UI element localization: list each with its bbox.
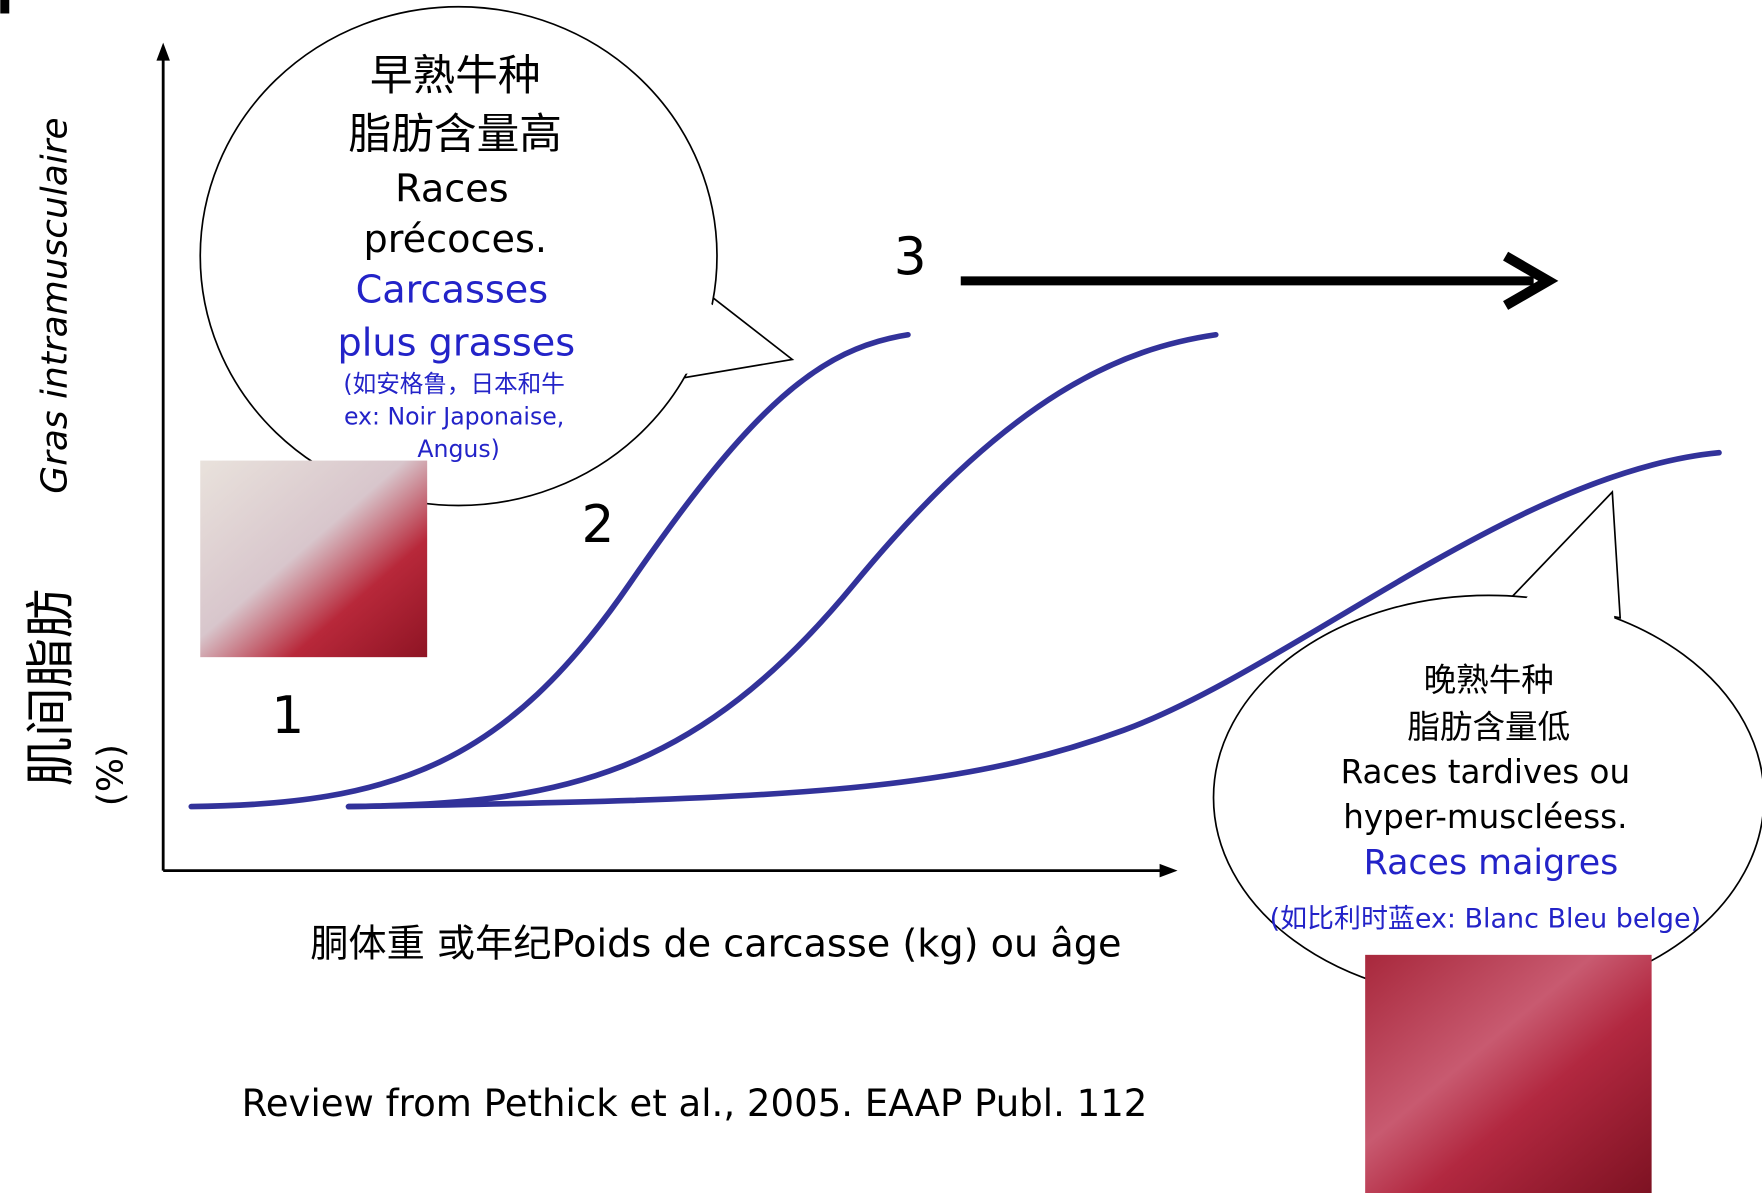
y-axis-label: 肌间脂肪 — [22, 589, 80, 787]
callout-text: 脂肪含量低 — [1407, 708, 1570, 746]
callout-example: (如比利时蓝ex: Blanc Bleu belge) — [1270, 904, 1702, 935]
callout-highlight: plus grasses — [338, 321, 576, 365]
callout-text: Races tardives ou — [1341, 753, 1631, 791]
callout-example: Angus) — [417, 435, 499, 463]
callout-text: 晚熟牛种 — [1424, 661, 1554, 699]
photo-lean-meat — [1365, 954, 1652, 1193]
curve-late — [345, 449, 1722, 810]
callout-text: hyper-muscléess. — [1343, 798, 1627, 836]
callout-example: ex: Noir Japonaise, — [344, 402, 564, 430]
callout-text: précoces. — [364, 218, 547, 262]
curve-label: 3 — [894, 228, 927, 288]
progress-arrowhead — [1503, 251, 1559, 310]
curve-early — [188, 331, 911, 810]
curve-label: 2 — [581, 495, 614, 555]
callout-bubble — [199, 5, 718, 507]
bubble-tail-fill — [1519, 503, 1615, 625]
photo-marbled-meat — [200, 460, 428, 658]
axes — [161, 56, 1163, 873]
callout-highlight: Races maigres — [1364, 843, 1619, 883]
y-arrowhead — [156, 42, 170, 61]
x-axis-label: 胴体重 或年纪Poids de carcasse (kg) ou âge — [310, 922, 1121, 966]
callout-text: 脂肪含量高 — [349, 110, 562, 160]
y-axis-unit: (%) — [91, 744, 132, 806]
x-arrowhead — [1159, 863, 1178, 878]
callout-text: Races — [395, 167, 508, 211]
curve-label: 1 — [271, 686, 304, 746]
callout-example: (如安格鲁，日本和牛 — [343, 370, 564, 398]
y-axis-label: Gras intramusculaire — [34, 117, 75, 493]
curve-mid — [345, 331, 1219, 810]
callout-highlight: Carcasses — [356, 269, 549, 313]
corner-mark — [0, 0, 10, 14]
citation: Review from Pethick et al., 2005. EAAP P… — [242, 1082, 1148, 1125]
callout-text: 早熟牛种 — [370, 51, 541, 101]
bubble-tail-fill — [676, 287, 787, 376]
